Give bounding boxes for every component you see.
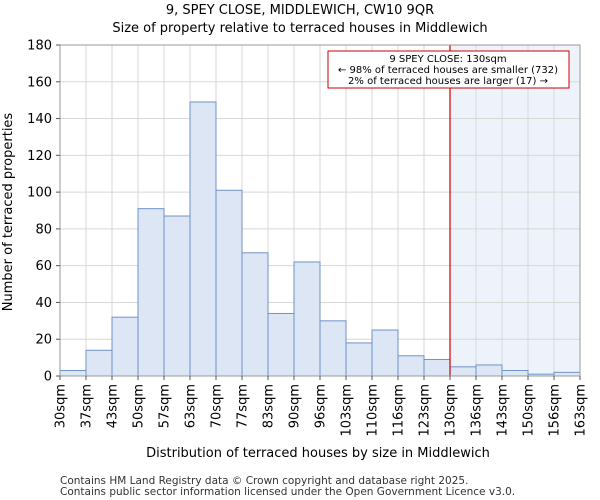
footer-line-2: Contains public sector information licen… — [60, 486, 515, 498]
annotation-line-1: 9 SPEY CLOSE: 130sqm — [389, 54, 506, 65]
y-tick-label: 100 — [27, 186, 52, 201]
bar-123sqm — [423, 358, 451, 377]
bar-136sqm — [475, 364, 503, 377]
x-tick-label: 37sqm — [80, 384, 95, 428]
chart-title: 9, SPEY CLOSE, MIDDLEWICH, CW10 9QR — [166, 3, 434, 18]
bar-63sqm — [189, 101, 217, 377]
y-tick-label: 120 — [27, 149, 52, 164]
y-tick-label: 140 — [27, 112, 52, 127]
bar-70sqm — [215, 189, 243, 377]
footer-line-1: Contains HM Land Registry data © Crown c… — [60, 475, 468, 487]
x-tick-label: 30sqm — [54, 384, 69, 428]
bar-96sqm — [319, 320, 347, 377]
bar-110sqm — [371, 329, 399, 377]
x-tick-label: 156sqm — [548, 384, 563, 437]
x-tick-label: 136sqm — [470, 384, 485, 437]
bar-77sqm — [241, 252, 269, 377]
y-tick-label: 20 — [35, 333, 52, 348]
bar-130sqm — [449, 366, 477, 377]
bar-156sqm — [553, 371, 581, 377]
x-tick-label: 103sqm — [340, 384, 355, 437]
x-tick-label: 150sqm — [522, 384, 537, 437]
larger-region-shade — [450, 45, 580, 376]
x-tick-label: 43sqm — [106, 384, 121, 428]
bar-116sqm — [397, 355, 425, 377]
annotation-line-3: 2% of terraced houses are larger (17) → — [348, 76, 548, 87]
y-tick-label: 180 — [27, 39, 52, 54]
bar-103sqm — [345, 342, 373, 377]
annotation-line-2: ← 98% of terraced houses are smaller (73… — [338, 65, 558, 76]
x-tick-label: 96sqm — [314, 384, 329, 428]
x-tick-label: 50sqm — [132, 384, 147, 428]
x-tick-label: 110sqm — [366, 384, 381, 437]
x-tick-label: 90sqm — [288, 384, 303, 428]
bar-50sqm — [137, 208, 165, 377]
x-tick-label: 163sqm — [574, 384, 589, 437]
annotation-box: 9 SPEY CLOSE: 130sqm ← 98% of terraced h… — [327, 50, 570, 89]
y-tick-label: 160 — [27, 75, 52, 90]
bar-143sqm — [501, 369, 529, 377]
x-tick-label: 70sqm — [210, 384, 225, 428]
y-tick-label: 80 — [35, 222, 52, 237]
bar-83sqm — [267, 312, 295, 377]
x-tick-label: 57sqm — [158, 384, 173, 428]
annotation-frame — [327, 50, 570, 89]
bar-57sqm — [163, 215, 191, 377]
x-tick-label: 116sqm — [392, 384, 407, 437]
x-tick-label: 77sqm — [236, 384, 251, 428]
y-axis-title: Number of terraced properties — [1, 113, 16, 312]
y-tick-label: 40 — [35, 296, 52, 311]
bar-90sqm — [293, 261, 321, 377]
x-tick-label: 123sqm — [418, 384, 433, 437]
y-tick-label: 60 — [35, 259, 52, 274]
y-tick-label: 0 — [44, 370, 52, 385]
x-tick-label: 63sqm — [184, 384, 199, 428]
x-tick-label: 130sqm — [444, 384, 459, 437]
x-tick-label: 143sqm — [496, 384, 511, 437]
bar-43sqm — [111, 316, 139, 377]
x-axis-title: Distribution of terraced houses by size … — [146, 446, 490, 461]
x-tick-label: 83sqm — [262, 384, 277, 428]
chart-subtitle: Size of property relative to terraced ho… — [112, 21, 487, 36]
bar-37sqm — [85, 349, 113, 377]
bar-30sqm — [59, 369, 87, 377]
